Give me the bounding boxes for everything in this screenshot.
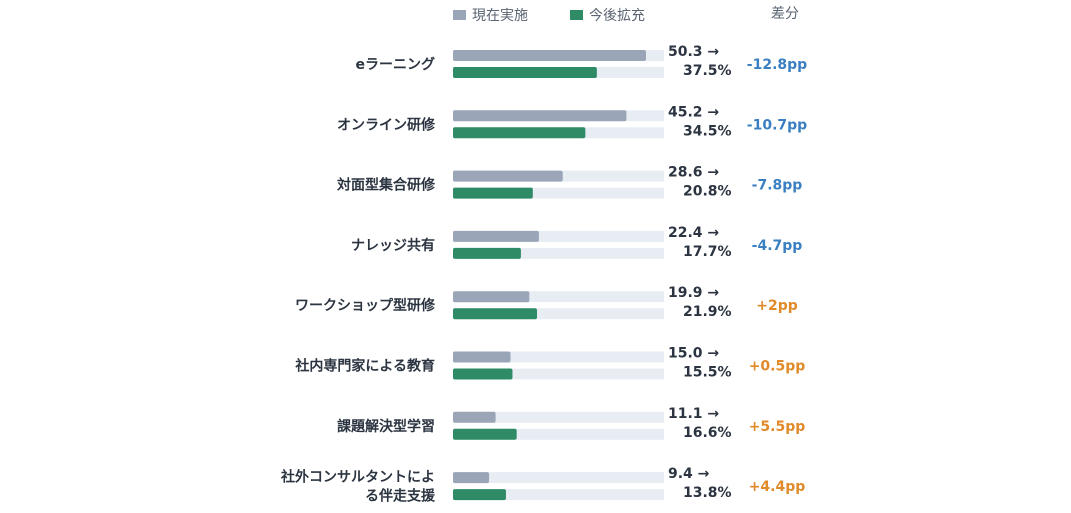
diff-label: -10.7pp [747, 117, 807, 133]
category-label-line: オンライン研修 [337, 116, 436, 133]
row-3: ナレッジ共有 22.4 → 17.7% -4.7pp [351, 225, 802, 260]
value-label-current: 15.0 → [668, 346, 719, 362]
value-label-future: 13.8% [683, 485, 732, 501]
bar-future [453, 489, 506, 501]
row-7: 社外コンサルタントによる伴走支援 9.4 → 13.8% +4.4pp [280, 466, 805, 505]
category-label: 社内専門家による教育 [294, 358, 435, 375]
bar-future [453, 247, 521, 259]
value-label-future: 15.5% [683, 365, 732, 381]
bar-track [453, 411, 664, 423]
bar-track [453, 428, 664, 440]
bar-future [453, 127, 586, 139]
category-label: 社外コンサルタントによる伴走支援 [280, 469, 436, 505]
bar-track [453, 368, 664, 380]
bar-current [453, 291, 530, 303]
legend-swatch-current [453, 10, 466, 20]
diff-label: -12.8pp [747, 57, 807, 73]
value-label-future: 20.8% [683, 184, 732, 200]
legend: 現在実施 今後拡充 [453, 8, 645, 24]
value-label-current: 28.6 → [668, 165, 719, 181]
value-label-current: 19.9 → [668, 285, 719, 301]
bar-track [453, 351, 664, 363]
value-label-future: 37.5% [683, 63, 732, 79]
bar-current [453, 110, 627, 122]
row-4: ワークショップ型研修 19.9 → 21.9% +2pp [295, 285, 798, 320]
category-label: ナレッジ共有 [351, 237, 435, 254]
diff-label: +0.5pp [749, 359, 806, 375]
diff-label: +5.5pp [749, 419, 806, 435]
value-label-future: 16.6% [683, 425, 732, 441]
row-5: 社内専門家による教育 15.0 → 15.5% +0.5pp [294, 346, 805, 381]
bar-track [453, 187, 664, 199]
diff-label: +4.4pp [749, 479, 806, 495]
category-label-line: eラーニング [356, 56, 436, 73]
row-6: 課題解決型学習 11.1 → 16.6% +5.5pp [337, 406, 805, 441]
category-label-line: 社内専門家による教育 [294, 358, 435, 375]
value-label-current: 11.1 → [668, 406, 719, 422]
legend-label-future: 今後拡充 [589, 8, 645, 24]
diff-label: +2pp [756, 298, 798, 314]
bar-current [453, 170, 563, 182]
category-label: ワークショップ型研修 [295, 297, 436, 314]
value-label-future: 34.5% [683, 123, 732, 139]
category-label: 課題解決型学習 [337, 418, 435, 435]
value-label-current: 22.4 → [668, 225, 719, 241]
bar-track [453, 472, 664, 484]
chart-rows: eラーニング 50.3 → 37.5% -12.8pp オンライン研修 45.2 → 34.… [280, 44, 807, 505]
bar-track [453, 247, 664, 259]
diff-column-header: 差分 [771, 6, 799, 22]
diff-label: -7.8pp [752, 178, 803, 194]
bar-current [453, 50, 646, 61]
category-label: オンライン研修 [337, 116, 436, 133]
category-label-line: ワークショップ型研修 [295, 297, 436, 314]
bar-future [453, 308, 538, 320]
bar-track [453, 230, 664, 242]
category-label-line: る伴走支援 [365, 488, 436, 505]
bar-current [453, 351, 511, 363]
value-label-future: 17.7% [683, 244, 732, 260]
category-label-line: ナレッジ共有 [351, 237, 435, 254]
bar-track [453, 308, 664, 320]
bar-future [453, 428, 517, 440]
value-label-current: 9.4 → [668, 466, 710, 482]
category-label: eラーニング [356, 56, 436, 73]
diff-label: -4.7pp [752, 238, 803, 254]
legend-label-current: 現在実施 [472, 8, 528, 24]
bar-future [453, 67, 597, 78]
category-label-line: 社外コンサルタントによ [280, 469, 435, 486]
value-label-current: 45.2 → [668, 104, 719, 120]
row-1: オンライン研修 45.2 → 34.5% -10.7pp [337, 104, 807, 139]
bar-current [453, 230, 539, 242]
category-label-line: 対面型集合研修 [336, 177, 436, 194]
bar-track [453, 489, 664, 501]
category-label: 対面型集合研修 [336, 177, 436, 194]
value-label-current: 50.3 → [668, 44, 719, 60]
bar-current [453, 411, 496, 423]
value-label-future: 21.9% [683, 304, 732, 320]
legend-swatch-future [570, 10, 583, 20]
row-0: eラーニング 50.3 → 37.5% -12.8pp [356, 44, 808, 79]
bar-future [453, 187, 533, 199]
bar-track [453, 291, 664, 303]
bar-future [453, 368, 513, 380]
category-label-line: 課題解決型学習 [337, 418, 435, 435]
row-2: 対面型集合研修 28.6 → 20.8% -7.8pp [336, 165, 802, 200]
bar-current [453, 472, 490, 484]
